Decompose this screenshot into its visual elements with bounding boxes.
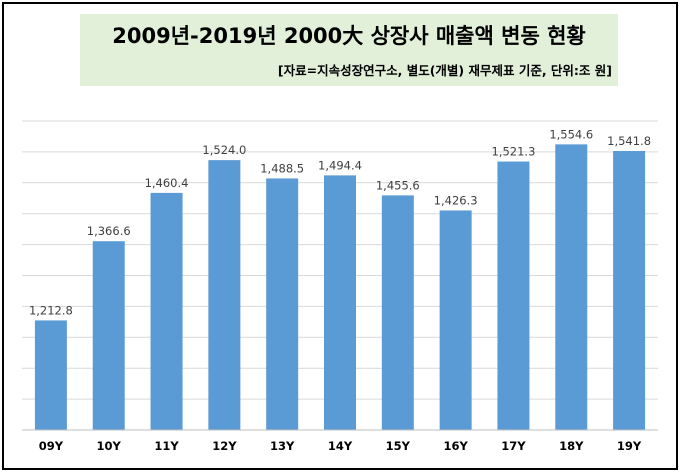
data-label: 1,494.4: [318, 158, 362, 172]
x-tick-label: 10Y: [97, 439, 122, 453]
data-label: 1,541.8: [607, 134, 651, 148]
x-tick-labels: 09Y 10Y 11Y 12Y 13Y 14Y 15Y 16Y 17Y 18Y 19Y: [39, 439, 642, 453]
data-label: 1,521.3: [492, 145, 536, 159]
data-labels: 1,212.8 1,366.6 1,460.4 1,524.0 1,488.5 1,494…: [29, 127, 651, 317]
data-label: 1,455.6: [376, 178, 420, 192]
bars: [34, 144, 646, 431]
title-box: 2009년-2019년 2000大 상장사 매출액 변동 현황 [자료=지속성장…: [80, 14, 618, 86]
bar: [555, 144, 588, 431]
x-tick-label: 17Y: [501, 439, 526, 453]
bar: [497, 161, 530, 430]
bar: [92, 241, 125, 430]
x-tick-label: 13Y: [270, 439, 295, 453]
x-tick-label: 12Y: [212, 439, 237, 453]
data-label: 1,426.3: [434, 193, 478, 207]
bar: [34, 320, 67, 430]
data-label: 1,212.8: [29, 303, 73, 317]
data-label: 1,524.0: [202, 143, 246, 157]
chart-subtitle: [자료=지속성장연구소, 별도(개별) 재무제표 기준, 단위:조 원]: [277, 63, 612, 78]
bar: [439, 210, 472, 430]
bar: [381, 195, 414, 430]
x-tick-label: 14Y: [328, 439, 353, 453]
bar: [613, 150, 646, 430]
gridlines: [22, 120, 658, 400]
data-label: 1,366.6: [87, 224, 131, 238]
x-tick-label: 15Y: [386, 439, 411, 453]
data-label: 1,460.4: [145, 176, 189, 190]
bar: [150, 192, 183, 430]
x-tick-label: 19Y: [617, 439, 642, 453]
x-tick-label: 16Y: [443, 439, 468, 453]
data-label: 1,488.5: [260, 161, 304, 175]
bar: [266, 178, 299, 430]
data-label: 1,554.6: [549, 127, 593, 141]
x-tick-label: 09Y: [39, 439, 64, 453]
x-tick-label: 11Y: [154, 439, 179, 453]
bar: [324, 175, 356, 430]
bar: [208, 160, 241, 430]
x-tick-label: 18Y: [559, 439, 584, 453]
chart-title: 2009년-2019년 2000大 상장사 매출액 변동 현황: [112, 24, 586, 48]
